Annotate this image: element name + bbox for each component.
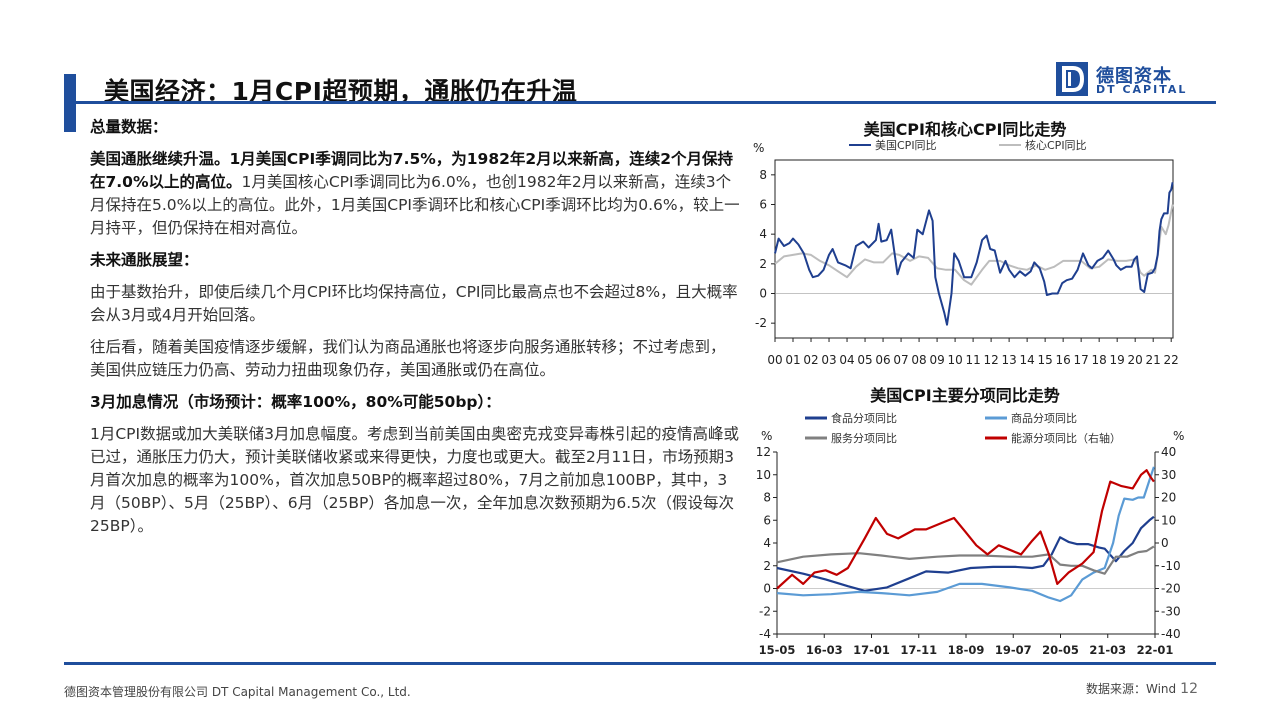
chart1-series-line-1 (774, 204, 1174, 286)
paragraph-rate-hike: 1月CPI数据或加大美联储3月加息幅度。考虑到当前美国由奥密克戎变异毒株引起的疫… (90, 425, 739, 535)
chart2-y-right-tick-label: 30 (1161, 468, 1176, 482)
chart1-x-tick-label: 07 (893, 353, 908, 367)
chart2-x-tick-label: 20-05 (1042, 643, 1079, 657)
body-text: 总量数据： 美国通胀继续升温。1月美国CPI季调同比为7.5%，为1982年2月… (90, 116, 740, 547)
section-heading-total: 总量数据： (90, 118, 168, 136)
paragraph-outlook-2: 往后看，随着美国疫情逐步缓解，我们认为商品通胀也将逐步向服务通胀转移；不过考虑到… (90, 338, 726, 379)
chart1-x-tick-label: 19 (1110, 353, 1125, 367)
paragraph-outlook-1: 由于基数抬升，即使后续几个月CPI环比均保持高位，CPI同比最高点也不会超过8%… (90, 283, 738, 324)
chart2-y-left-tick-label: 12 (756, 445, 771, 459)
chart2-y-right-tick-label: 40 (1161, 445, 1176, 459)
footer-company: 德图资本管理股份有限公司 DT Capital Management Co., … (64, 685, 411, 699)
chart2-y-left-tick-label: 6 (763, 513, 771, 527)
chart2-x-tick-label: 17-11 (900, 643, 937, 657)
chart2-y-right-tick-label: 10 (1161, 513, 1176, 527)
chart2-y-right-tick-label: 20 (1161, 491, 1176, 505)
source-note: 数据来源：Wind (1086, 682, 1177, 696)
chart2-y-right-tick-label: -40 (1161, 627, 1181, 641)
chart2-legend-label-1: 商品分项同比 (1011, 411, 1077, 425)
chart1-x-tick-label: 22 (1164, 353, 1179, 367)
chart2-legend-label-0: 食品分项同比 (831, 411, 897, 425)
chart2-y-left-tick-label: -2 (759, 604, 771, 618)
chart2-y-left-tick-label: 4 (763, 536, 771, 550)
chart2-series-line-2 (776, 545, 1155, 575)
chart1-x-tick-label: 04 (839, 353, 854, 367)
chart1-y-tick-label: 6 (759, 198, 767, 212)
chart2-x-tick-label: 19-07 (995, 643, 1032, 657)
chart2-title: 美国CPI主要分项同比走势 (870, 386, 1060, 405)
chart1-x-tick-label: 06 (875, 353, 890, 367)
chart1-y-tick-label: 2 (759, 257, 767, 271)
chart1-legend-label-1: 核心CPI同比 (1025, 138, 1087, 152)
chart2-y-right-tick-label: -20 (1161, 582, 1181, 596)
chart1-x-tick-label: 12 (983, 353, 998, 367)
chart2-x-tick-label: 18-09 (948, 643, 985, 657)
chart1-unit-label: % (753, 141, 764, 155)
chart2-series-line-0 (776, 515, 1155, 592)
chart1-x-tick-label: 05 (857, 353, 872, 367)
chart1-y-tick-label: 4 (759, 227, 767, 241)
logo-d-mark-icon (1056, 62, 1088, 96)
chart1-title: 美国CPI和核心CPI同比走势 (863, 120, 1067, 139)
chart2-y-left-tick-label: 8 (763, 491, 771, 505)
chart2-series-line-1 (776, 466, 1155, 603)
chart2-x-tick-label: 17-01 (853, 643, 890, 657)
chart1-x-tick-label: 18 (1092, 353, 1107, 367)
chart2-unit-right: % (1173, 429, 1184, 443)
chart1-x-tick-label: 10 (947, 353, 962, 367)
chart2-x-tick-label: 16-03 (806, 643, 843, 657)
chart1-x-tick-label: 03 (821, 353, 836, 367)
chart1-y-tick-label: 8 (759, 168, 767, 182)
chart2-y-left-tick-label: 2 (763, 559, 771, 573)
chart1-y-tick-label: 0 (759, 287, 767, 301)
chart1-x-tick-label: 13 (1001, 353, 1016, 367)
chart1-x-tick-label: 11 (965, 353, 980, 367)
chart1-x-tick-label: 21 (1146, 353, 1161, 367)
chart1-x-tick-label: 16 (1056, 353, 1071, 367)
paragraph-total-data: 美国通胀继续升温。1月美国CPI季调同比为7.5%，为1982年2月以来新高，连… (90, 148, 740, 240)
chart2-y-right-tick-label: -30 (1161, 604, 1181, 618)
paragraph-total-rest: 1月美国核心CPI季调同比为6.0%，也创1982年2月以来新高，连续3个月保持… (90, 173, 740, 237)
chart1-x-tick-label: 20 (1128, 353, 1143, 367)
logo-text-en: DT CAPITAL (1096, 83, 1188, 96)
chart1-y-tick-label: -2 (755, 316, 767, 330)
chart2-x-tick-label: 22-01 (1137, 643, 1174, 657)
chart2-y-right-tick-label: 0 (1161, 536, 1169, 550)
chart1-x-tick-label: 01 (785, 353, 800, 367)
title-underline (64, 101, 1216, 104)
chart2-unit-left: % (761, 429, 772, 443)
chart1-x-tick-label: 02 (803, 353, 818, 367)
section-heading-outlook: 未来通胀展望： (90, 251, 199, 269)
page-number: 12 (1180, 681, 1198, 697)
chart2-x-tick-label: 21-03 (1089, 643, 1126, 657)
paragraph-total-bold: 美国通胀继续升温。1月美国CPI季调同比为7.5%，为1982年2月以来新高，连… (90, 150, 733, 191)
chart2-y-right-tick-label: -10 (1161, 559, 1181, 573)
chart2-y-left-tick-label: 0 (763, 582, 771, 596)
chart1-x-tick-label: 17 (1074, 353, 1089, 367)
footer-source: 数据来源：Wind 12 (1086, 680, 1198, 697)
chart1-x-tick-label: 15 (1037, 353, 1052, 367)
company-logo: 德图资本 DT CAPITAL (1056, 60, 1236, 100)
chart2-x-tick-label: 15-05 (759, 643, 796, 657)
chart1-x-tick-label: 08 (911, 353, 926, 367)
footer-divider (64, 662, 1216, 665)
chart2-series-line-3 (776, 469, 1155, 590)
section-heading-rate-hike: 3月加息情况（市场预计：概率100%，80%可能50bp）： (90, 393, 501, 411)
chart2-y-left-tick-label: 10 (756, 468, 771, 482)
chart1-x-tick-label: 09 (929, 353, 944, 367)
chart1-plot-frame (774, 159, 1174, 339)
chart1-series-line-0 (774, 182, 1174, 326)
chart1-x-tick-label: 00 (767, 353, 782, 367)
chart2-legend-label-3: 能源分项同比（右轴） (1011, 431, 1121, 445)
chart1-x-tick-label: 14 (1019, 353, 1034, 367)
chart2-legend-label-2: 服务分项同比 (831, 432, 897, 445)
chart1-legend-label-0: 美国CPI同比 (875, 139, 937, 152)
logo-text-cn: 德图资本 (1096, 66, 1172, 87)
chart2-y-left-tick-label: -4 (759, 627, 771, 641)
